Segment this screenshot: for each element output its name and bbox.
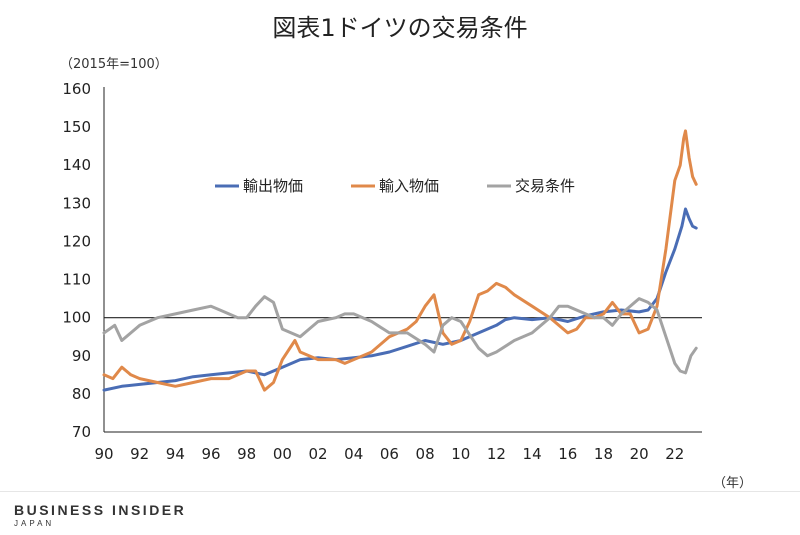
y-tick-label: 100 — [62, 309, 91, 327]
x-tick-label: 92 — [130, 445, 149, 463]
legend: 輸出物価 輸入物価 交易条件 — [215, 177, 575, 195]
x-tick-label: 06 — [380, 445, 399, 463]
y-tick-label: 140 — [62, 156, 91, 174]
x-tick-label: 98 — [237, 445, 256, 463]
x-tick-label: 10 — [451, 445, 470, 463]
x-tick-label: 96 — [201, 445, 220, 463]
x-tick-label: 16 — [558, 445, 577, 463]
x-tick-labels: 90 92 94 96 98 00 02 04 06 08 10 12 14 16 18 20 22 — [94, 445, 684, 463]
y-tick-labels: 70 80 90 100 110 120 130 140 150 160 — [62, 80, 91, 441]
series-line-交易条件 — [102, 295, 698, 375]
x-tick-label: 90 — [94, 445, 113, 463]
x-tick-label: 08 — [416, 445, 435, 463]
series-line-輸入物価 — [102, 129, 698, 392]
chart-title: 図表1ドイツの交易条件 — [272, 14, 528, 42]
x-tick-label: 12 — [487, 445, 506, 463]
y-axis-unit-label: （2015年=100） — [60, 57, 168, 72]
brand-sub-logo: JAPAN — [14, 519, 55, 528]
x-tick-label: 02 — [309, 445, 328, 463]
x-tick-label: 20 — [630, 445, 649, 463]
x-tick-label: 22 — [665, 445, 684, 463]
y-tick-label: 120 — [62, 232, 91, 250]
series-lines — [102, 129, 698, 392]
y-tick-label: 160 — [62, 80, 91, 98]
series-line-輸出物価 — [102, 207, 698, 392]
x-tick-label: 18 — [594, 445, 613, 463]
y-tick-label: 110 — [62, 271, 91, 289]
x-tick-label: 94 — [166, 445, 185, 463]
y-tick-label: 130 — [62, 194, 91, 212]
x-axis-unit-label: （年） — [713, 476, 753, 491]
y-tick-label: 90 — [72, 347, 91, 365]
footer: BUSINESS INSIDER JAPAN — [0, 491, 800, 535]
y-tick-label: 70 — [72, 423, 91, 441]
x-tick-label: 14 — [523, 445, 542, 463]
x-tick-label: 04 — [344, 445, 363, 463]
legend-label: 輸出物価 — [243, 177, 303, 195]
legend-label: 交易条件 — [515, 177, 575, 195]
y-tick-label: 80 — [72, 385, 91, 403]
legend-label: 輸入物価 — [379, 177, 439, 195]
axes — [103, 87, 702, 433]
brand-logo: BUSINESS INSIDER — [14, 502, 187, 518]
x-tick-label: 00 — [273, 445, 292, 463]
y-tick-label: 150 — [62, 118, 91, 136]
